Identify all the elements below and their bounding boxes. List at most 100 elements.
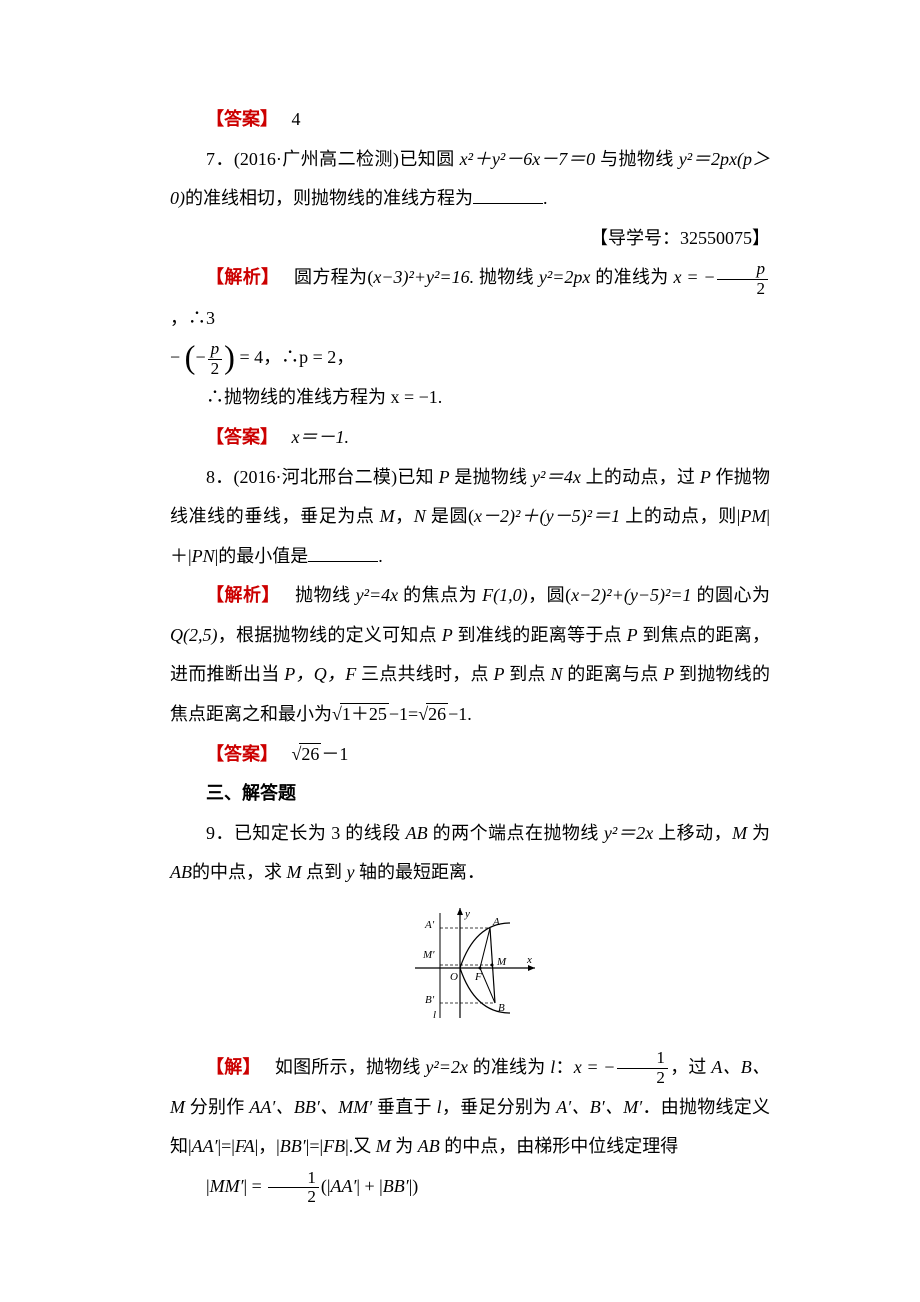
an8-t9: 到点 [505, 664, 551, 684]
q7-eq1: x²＋y²－6x－7＝0 [460, 149, 596, 169]
frac-den: 2 [208, 360, 223, 379]
s9-t7c: |=| [306, 1136, 323, 1156]
analysis-7-line2: − (−p2) = 4，∴p = 2， [170, 338, 770, 378]
solution-9-last: |MM′| = 12(|AA′| + |BB′|) [170, 1167, 770, 1207]
an8-pqf: P，Q，F [284, 664, 356, 684]
q8-pm: PM [740, 506, 766, 526]
s9-ltb: | + | [356, 1176, 382, 1196]
an8-n: N [551, 664, 563, 684]
frac-num: p [717, 260, 768, 280]
q9-m: M [732, 823, 747, 843]
s9-bbp2: BB′ [383, 1176, 409, 1196]
fig-label-y: y [464, 908, 470, 920]
question-9: 9．已知定长为 3 的线段 AB 的两个端点在抛物线 y²＝2x 上移动，M 为… [170, 814, 770, 893]
figure-9: A′ A M′ M B′ B O F x y l [170, 903, 770, 1038]
s9-eq2pre: x = − [574, 1057, 616, 1077]
s9-abmp: A′、B′、M′ [556, 1097, 642, 1117]
fig-label-bp: B′ [425, 994, 435, 1006]
an8-p2: P [627, 625, 638, 645]
an8-t4: 的圆心为 [692, 585, 771, 605]
an8-p3: P [494, 664, 505, 684]
an7-eqa: x−3)²+y²=16. [373, 267, 474, 287]
an7-t1: 圆方程为( [294, 267, 373, 287]
an7-l2a: − [170, 347, 180, 367]
s9-aa: AA′、BB′、MM′ [249, 1097, 372, 1117]
s9-colon: ： [555, 1057, 573, 1077]
frac-p-2-b: p2 [208, 340, 223, 379]
q8-t9: |的最小值是 [215, 546, 309, 566]
q8-eq1: y²＝4x [532, 467, 581, 487]
q7-text-a: 7．(2016·广州高二检测)已知圆 [206, 149, 460, 169]
analysis-7-line1: 【解析】 圆方程为(x−3)²+y²=16. 抛物线 y²=2px 的准线为 x… [170, 258, 770, 338]
q9-ab: AB [406, 823, 428, 843]
q9-m2: M [287, 862, 302, 882]
analysis-7-line3: ∴抛物线的准线方程为 x = −1. [170, 378, 770, 418]
s9-lm: | = [244, 1176, 267, 1196]
figure-9-svg: A′ A M′ M B′ B O F x y l [395, 903, 545, 1023]
s9-t2: 的准线为 [468, 1057, 550, 1077]
frac-num: 1 [268, 1169, 319, 1189]
an8-sqrt1: 1＋25 [340, 703, 389, 724]
q9-y: y [347, 862, 355, 882]
an7-t2: 抛物线 [474, 267, 539, 287]
q8-t1: 8．(2016·河北邢台二模)已知 [206, 467, 439, 487]
frac-den: 2 [617, 1069, 668, 1088]
answer-7: 【答案】 x＝－1. [170, 418, 770, 458]
s9-m: M [376, 1136, 391, 1156]
s9-eqsign: |=| [218, 1136, 235, 1156]
fig-label-m: M [496, 956, 507, 968]
s9-t6: ，垂足分别为 [442, 1097, 557, 1117]
blank-7 [473, 202, 543, 204]
answer-label: 【答案】 [206, 744, 278, 764]
frac-num: p [208, 340, 223, 360]
q9-t2: 的两个端点在抛物线 [428, 823, 604, 843]
q8-m: M [380, 506, 395, 526]
s9-t4: 分别作 [185, 1097, 249, 1117]
answer-8: 【答案】 26－1 [170, 735, 770, 775]
frac-half-2: 12 [268, 1169, 319, 1208]
fig-label-o: O [450, 971, 458, 983]
blank-8 [308, 560, 378, 562]
q9-t6: 点到 [302, 862, 347, 882]
s9-aap2: AA′ [330, 1176, 356, 1196]
q9-t3: 上移动， [653, 823, 732, 843]
an8-p: P [442, 625, 453, 645]
ans7-value: x＝－1. [292, 427, 350, 447]
frac-den: 2 [717, 280, 768, 299]
q8-t5: ， [395, 506, 414, 526]
answer-6-value: 4 [292, 109, 301, 129]
analysis-label: 【解析】 [206, 267, 279, 287]
fig-label-l: l [433, 1009, 436, 1021]
an8-t8: 三点共线时，点 [356, 664, 493, 684]
an8-t3: ，圆( [528, 585, 572, 605]
s9-ltc: |) [409, 1176, 419, 1196]
q9-t1: 9．已知定长为 3 的线段 [206, 823, 406, 843]
fig-label-a: A [492, 916, 500, 928]
s9-bb: BB′ [280, 1136, 306, 1156]
an8-t10: 的距离与点 [563, 664, 664, 684]
an7-l2b: = 4，∴p = 2， [239, 347, 354, 367]
s9-t8: |.又 [345, 1136, 376, 1156]
section-3-title: 三、解答题 [170, 774, 770, 814]
q9-eq: y²＝2x [604, 823, 653, 843]
guide-number: 【导学号：32550075】 [170, 219, 770, 259]
ans8-tail: －1 [321, 744, 348, 764]
paren-right: ) [224, 340, 235, 376]
sec3-title-text: 三、解答题 [206, 783, 296, 803]
an7-l3: ∴抛物线的准线方程为 x = −1. [206, 387, 442, 407]
s9-ab: AB [418, 1136, 440, 1156]
s9-eq1: y²=2x [425, 1057, 468, 1077]
paren-left: ( [185, 340, 196, 376]
s9-fa: FA [235, 1136, 255, 1156]
q9-t7: 轴的最短距离． [355, 862, 486, 882]
frac-num: 1 [617, 1049, 668, 1069]
fig-label-f: F [474, 971, 482, 983]
answer-6: 【答案】 4 [170, 100, 770, 140]
s9-t10: 的中点，由梯形中位线定理得 [440, 1136, 679, 1156]
q8-dot: . [378, 546, 383, 566]
s9-t1: 如图所示，抛物线 [275, 1057, 426, 1077]
q8-n: N [414, 506, 426, 526]
s9-t5: 垂直于 [372, 1097, 436, 1117]
q8-p2: P [700, 467, 711, 487]
an8-mid: −1= [389, 704, 418, 724]
